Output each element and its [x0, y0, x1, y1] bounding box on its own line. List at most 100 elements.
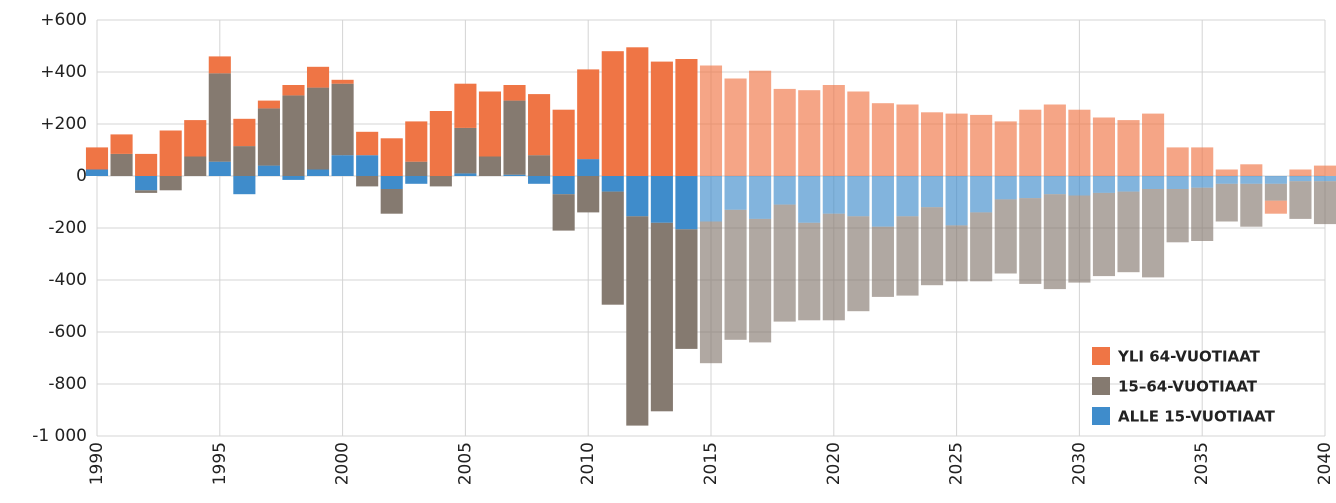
y-tick-label: -1 000 [32, 426, 87, 446]
bar [1215, 176, 1238, 184]
bar [601, 191, 624, 305]
bar [356, 131, 379, 156]
bar [945, 225, 968, 282]
bar [552, 109, 575, 176]
bar [1313, 165, 1336, 176]
bar [257, 100, 280, 109]
bar [454, 127, 477, 174]
y-tick-label: -400 [48, 270, 87, 290]
bar [822, 85, 845, 176]
bar [1068, 176, 1091, 196]
bar [896, 176, 919, 217]
bar [380, 176, 403, 189]
bar [920, 207, 944, 286]
bar [994, 199, 1017, 274]
bar [699, 65, 723, 176]
bar [552, 176, 575, 195]
bar [724, 176, 747, 210]
bar [356, 155, 379, 176]
bar [1092, 117, 1116, 176]
bar [405, 176, 428, 184]
bar [1117, 191, 1140, 273]
bar [675, 176, 698, 230]
bar [945, 113, 968, 176]
y-tick-label: -800 [48, 374, 87, 394]
legend-label: YLI 64-VUOTIAAT [1117, 348, 1261, 366]
bar [1166, 147, 1189, 176]
bar [773, 88, 796, 176]
bar [1092, 192, 1116, 277]
bar [896, 104, 919, 176]
bar [871, 226, 894, 297]
bar [405, 161, 428, 176]
bar [577, 69, 600, 160]
bar [233, 176, 256, 195]
bar [1043, 176, 1066, 195]
bar [208, 56, 231, 74]
legend-swatch [1092, 407, 1110, 425]
bar [675, 59, 698, 176]
bar [429, 111, 452, 176]
bar [1313, 181, 1336, 225]
bar [1166, 176, 1189, 189]
bar [331, 79, 354, 84]
legend-swatch [1092, 347, 1110, 365]
bar [1240, 164, 1263, 176]
bar [282, 176, 305, 180]
bar [184, 156, 207, 176]
bar [528, 176, 551, 184]
bar [331, 83, 354, 156]
y-tick-label: +400 [40, 62, 87, 82]
bar [184, 120, 207, 157]
bar [1264, 200, 1287, 214]
bar [306, 87, 330, 170]
bar [1240, 183, 1263, 227]
bar [945, 176, 968, 226]
bar [1215, 183, 1238, 222]
bar [503, 85, 526, 101]
bar [847, 176, 870, 217]
bar [699, 221, 723, 364]
legend-label: 15–64-VUOTIAAT [1118, 378, 1258, 396]
bar [650, 61, 673, 176]
bar [675, 229, 698, 349]
bar [405, 121, 428, 162]
legend-label: ALLE 15-VUOTIAAT [1118, 408, 1276, 426]
x-tick-label: 2020 [824, 442, 844, 485]
bar [1117, 120, 1140, 176]
bar [135, 190, 158, 193]
bar [970, 114, 993, 176]
bar [798, 176, 821, 223]
bar [798, 222, 821, 321]
bar [380, 138, 403, 176]
bar [847, 216, 870, 312]
bar [208, 73, 231, 162]
bar [626, 47, 649, 176]
bar [331, 155, 354, 176]
legend: YLI 64-VUOTIAAT 15–64-VUOTIAAT ALLE 15-VUO… [1092, 347, 1276, 426]
bar [773, 204, 796, 322]
bar [478, 91, 502, 157]
bar [1215, 169, 1238, 176]
bar [503, 100, 526, 175]
bar [724, 209, 747, 340]
bar [528, 155, 551, 176]
bar [159, 176, 182, 191]
y-tick-label: +200 [40, 114, 87, 134]
bar [1043, 104, 1066, 176]
bar [1191, 147, 1214, 176]
bar [1043, 194, 1066, 290]
bar [847, 91, 870, 176]
bar [871, 176, 894, 227]
bar [798, 90, 821, 176]
bar [1191, 176, 1214, 188]
x-tick-label: 1995 [210, 442, 230, 485]
bar [454, 173, 477, 176]
bar [650, 222, 673, 412]
bar [1191, 187, 1214, 241]
x-tick-label: 2040 [1315, 442, 1335, 485]
x-tick-label: 2000 [333, 442, 353, 485]
bar [601, 176, 624, 192]
bar [135, 176, 158, 191]
